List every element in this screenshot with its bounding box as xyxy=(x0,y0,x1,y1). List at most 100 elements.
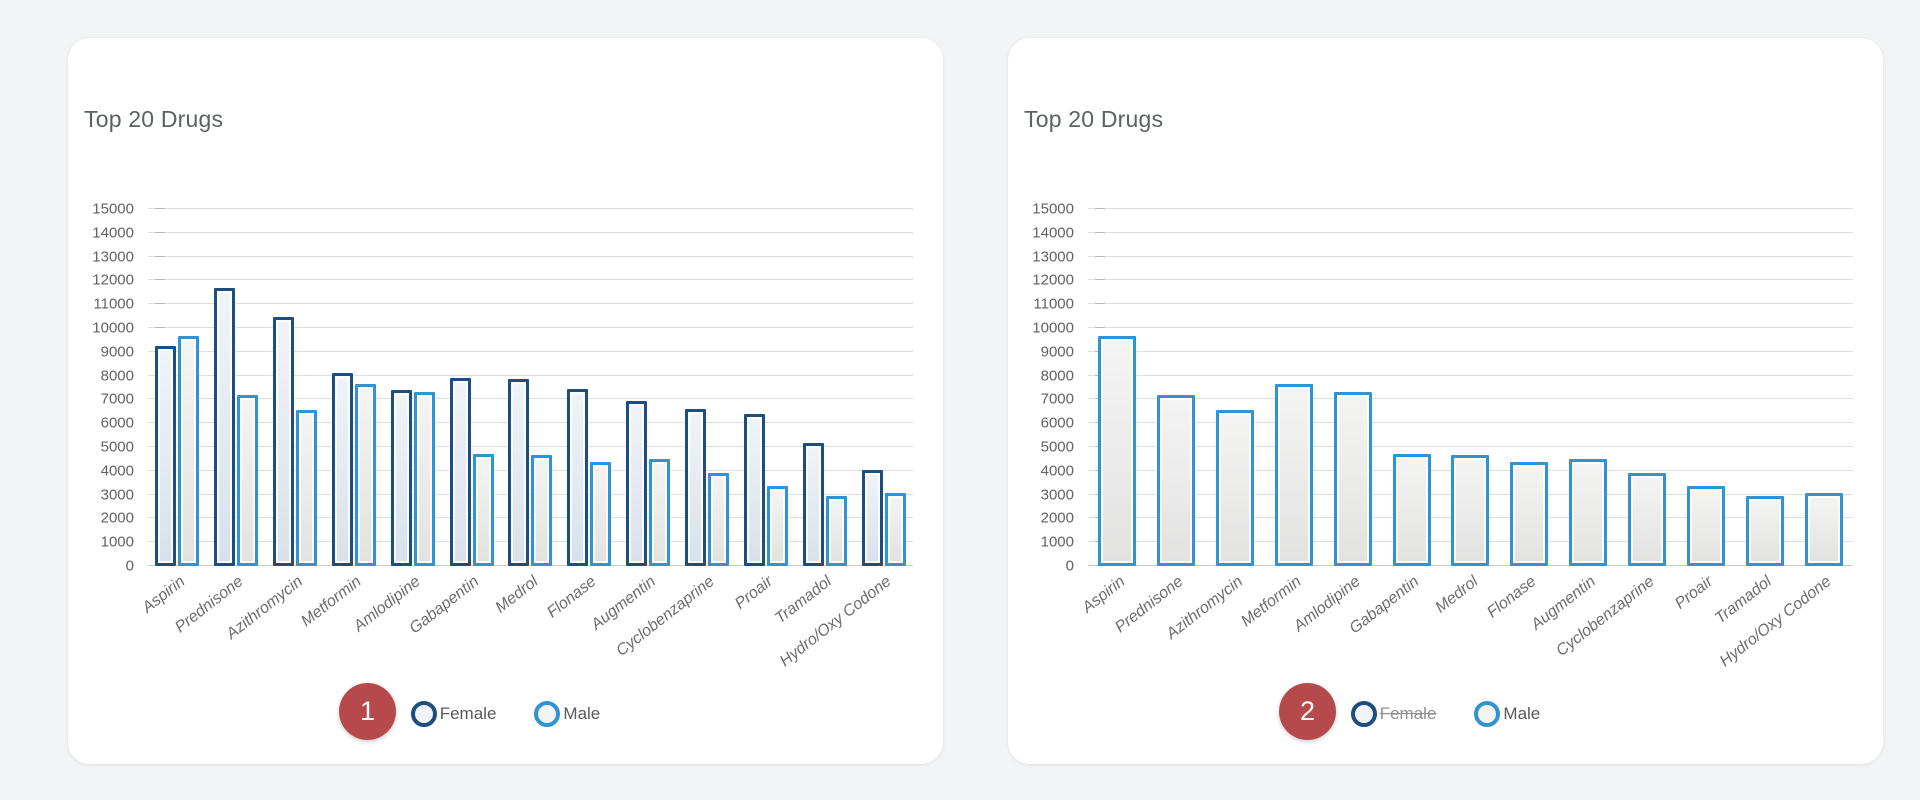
y-axis-tick-label: 1000 xyxy=(100,533,134,551)
bar-male xyxy=(649,458,671,566)
chart-card-right: Top 20 Drugs 0 1000 2000 3000 4000 5000 6000 70… xyxy=(1008,38,1883,764)
y-axis-tick-label: 2000 xyxy=(1040,509,1074,527)
x-axis-label: Hydro/Oxy Codone xyxy=(1716,573,1835,671)
bar-group-tramadol xyxy=(1735,209,1794,566)
bar-female xyxy=(331,373,353,566)
gridline xyxy=(148,327,913,328)
bar-group-gabapentin xyxy=(442,209,501,566)
x-axis-label: Cyclobenzaprine xyxy=(1553,573,1658,660)
legend-item-female[interactable]: Female xyxy=(1350,701,1436,727)
bar-female xyxy=(861,469,883,566)
bar-male xyxy=(708,473,730,566)
y-axis-tick-label: 4000 xyxy=(1040,462,1074,480)
bar-female xyxy=(567,388,589,566)
bar-group-aspirin xyxy=(148,209,207,566)
bar-male xyxy=(1686,486,1725,566)
legend-label-male: Male xyxy=(1503,704,1541,723)
gridline xyxy=(1088,231,1853,233)
bar-group-tramadol xyxy=(795,209,854,566)
y-axis-tick xyxy=(155,303,165,305)
gridline xyxy=(1088,208,1853,209)
y-axis-tick xyxy=(1095,327,1105,328)
y-axis-tick-label: 10000 xyxy=(92,319,134,337)
y-axis-tick-label: 4000 xyxy=(100,462,134,480)
bar-female xyxy=(802,443,824,566)
gridline xyxy=(1088,279,1853,281)
x-axis-label: Hydro/Oxy Codone xyxy=(776,573,895,671)
y-axis-tick-label: 8000 xyxy=(1040,367,1074,385)
y-axis-tick-label: 7000 xyxy=(100,390,134,408)
bar-group-metformin xyxy=(1265,209,1324,566)
bar-male xyxy=(413,392,435,566)
bar-male xyxy=(1745,495,1784,566)
y-axis-tick xyxy=(1095,303,1105,305)
y-axis-tick-label: 9000 xyxy=(100,343,134,361)
bar-female xyxy=(214,287,236,566)
bar-male xyxy=(1157,394,1196,566)
y-axis-tick-label: 7000 xyxy=(1040,390,1074,408)
legend-item-male[interactable]: Male xyxy=(1474,701,1540,727)
bar-group-proair xyxy=(1676,209,1735,566)
legend-item-male[interactable]: Male xyxy=(534,701,600,727)
bar-group-cyclobenzaprine xyxy=(678,209,737,566)
gridline xyxy=(1088,255,1853,257)
chart-card-left: Top 20 Drugs 0 1000 2000 3000 4000 5000 6000 70… xyxy=(68,38,943,764)
bar-group-hydro-oxy-codone xyxy=(854,209,913,566)
gridline xyxy=(148,279,913,281)
x-axis-label: Flonase xyxy=(544,573,600,622)
annotation-badge-2: 2 xyxy=(1279,683,1336,740)
x-axis-labels: Aspirin Prednisone Azithromycin Metformin Am… xyxy=(1079,573,1853,703)
bar-group-gabapentin xyxy=(1382,209,1441,566)
gridline xyxy=(148,208,913,209)
y-axis-tick-label: 14000 xyxy=(1032,224,1074,242)
y-axis-tick-label: 11000 xyxy=(93,295,134,313)
bar-female xyxy=(508,379,530,566)
y-axis-tick-label: 8000 xyxy=(100,367,134,385)
bar-group-amlodipine xyxy=(1323,209,1382,566)
bar-male xyxy=(1451,455,1490,566)
bar-group-azithromycin xyxy=(1206,209,1265,566)
y-axis-tick xyxy=(155,327,165,328)
y-axis-tick-label: 3000 xyxy=(1040,486,1074,504)
gridline xyxy=(148,231,913,233)
bar-male xyxy=(1628,473,1667,566)
bar-group-cyclobenzaprine xyxy=(1618,209,1677,566)
bar-female xyxy=(273,317,295,566)
bar-female xyxy=(743,413,765,566)
x-axis-label: Proair xyxy=(732,573,777,613)
y-axis-tick xyxy=(1095,208,1105,209)
legend-item-female[interactable]: Female xyxy=(410,701,496,727)
bar-chart-plot-area: 0 1000 2000 3000 4000 5000 6000 7000 8000 9000 100… xyxy=(1032,202,1853,670)
y-axis-tick-label: 6000 xyxy=(1040,414,1074,432)
bar-female xyxy=(626,400,648,566)
y-axis-tick xyxy=(1095,231,1105,233)
y-axis-tick-label: 0 xyxy=(1065,557,1074,575)
y-axis-tick-label: 5000 xyxy=(1040,438,1074,456)
gridline xyxy=(1088,303,1853,305)
chart-title: Top 20 Drugs xyxy=(84,106,224,132)
y-axis-tick-label: 15000 xyxy=(92,200,134,218)
bar-male xyxy=(884,492,906,566)
y-axis-tick-label: 15000 xyxy=(1032,200,1074,218)
x-axis-label: Medrol xyxy=(491,573,541,617)
bar-male xyxy=(531,455,553,566)
y-axis-tick-label: 3000 xyxy=(100,486,134,504)
bar-male xyxy=(1804,492,1843,566)
bar-male xyxy=(296,410,318,566)
bar-female xyxy=(449,377,471,566)
bar-male xyxy=(237,394,259,566)
bar-group-prednisone xyxy=(1147,209,1206,566)
chart-title: Top 20 Drugs xyxy=(1024,106,1164,132)
bar-group-medrol xyxy=(501,209,560,566)
gridline xyxy=(1088,327,1853,328)
bar-group-augmentin xyxy=(1559,209,1618,566)
bar-group-metformin xyxy=(325,209,384,566)
bar-male xyxy=(1510,462,1549,566)
x-axis-label: Medrol xyxy=(1431,573,1481,617)
bar-male xyxy=(1333,392,1372,566)
y-axis-tick-label: 1000 xyxy=(1040,533,1074,551)
y-axis-tick xyxy=(155,255,165,257)
y-axis-tick-label: 9000 xyxy=(1040,343,1074,361)
y-axis-tick-label: 0 xyxy=(125,557,134,575)
y-axis-tick xyxy=(155,279,165,281)
